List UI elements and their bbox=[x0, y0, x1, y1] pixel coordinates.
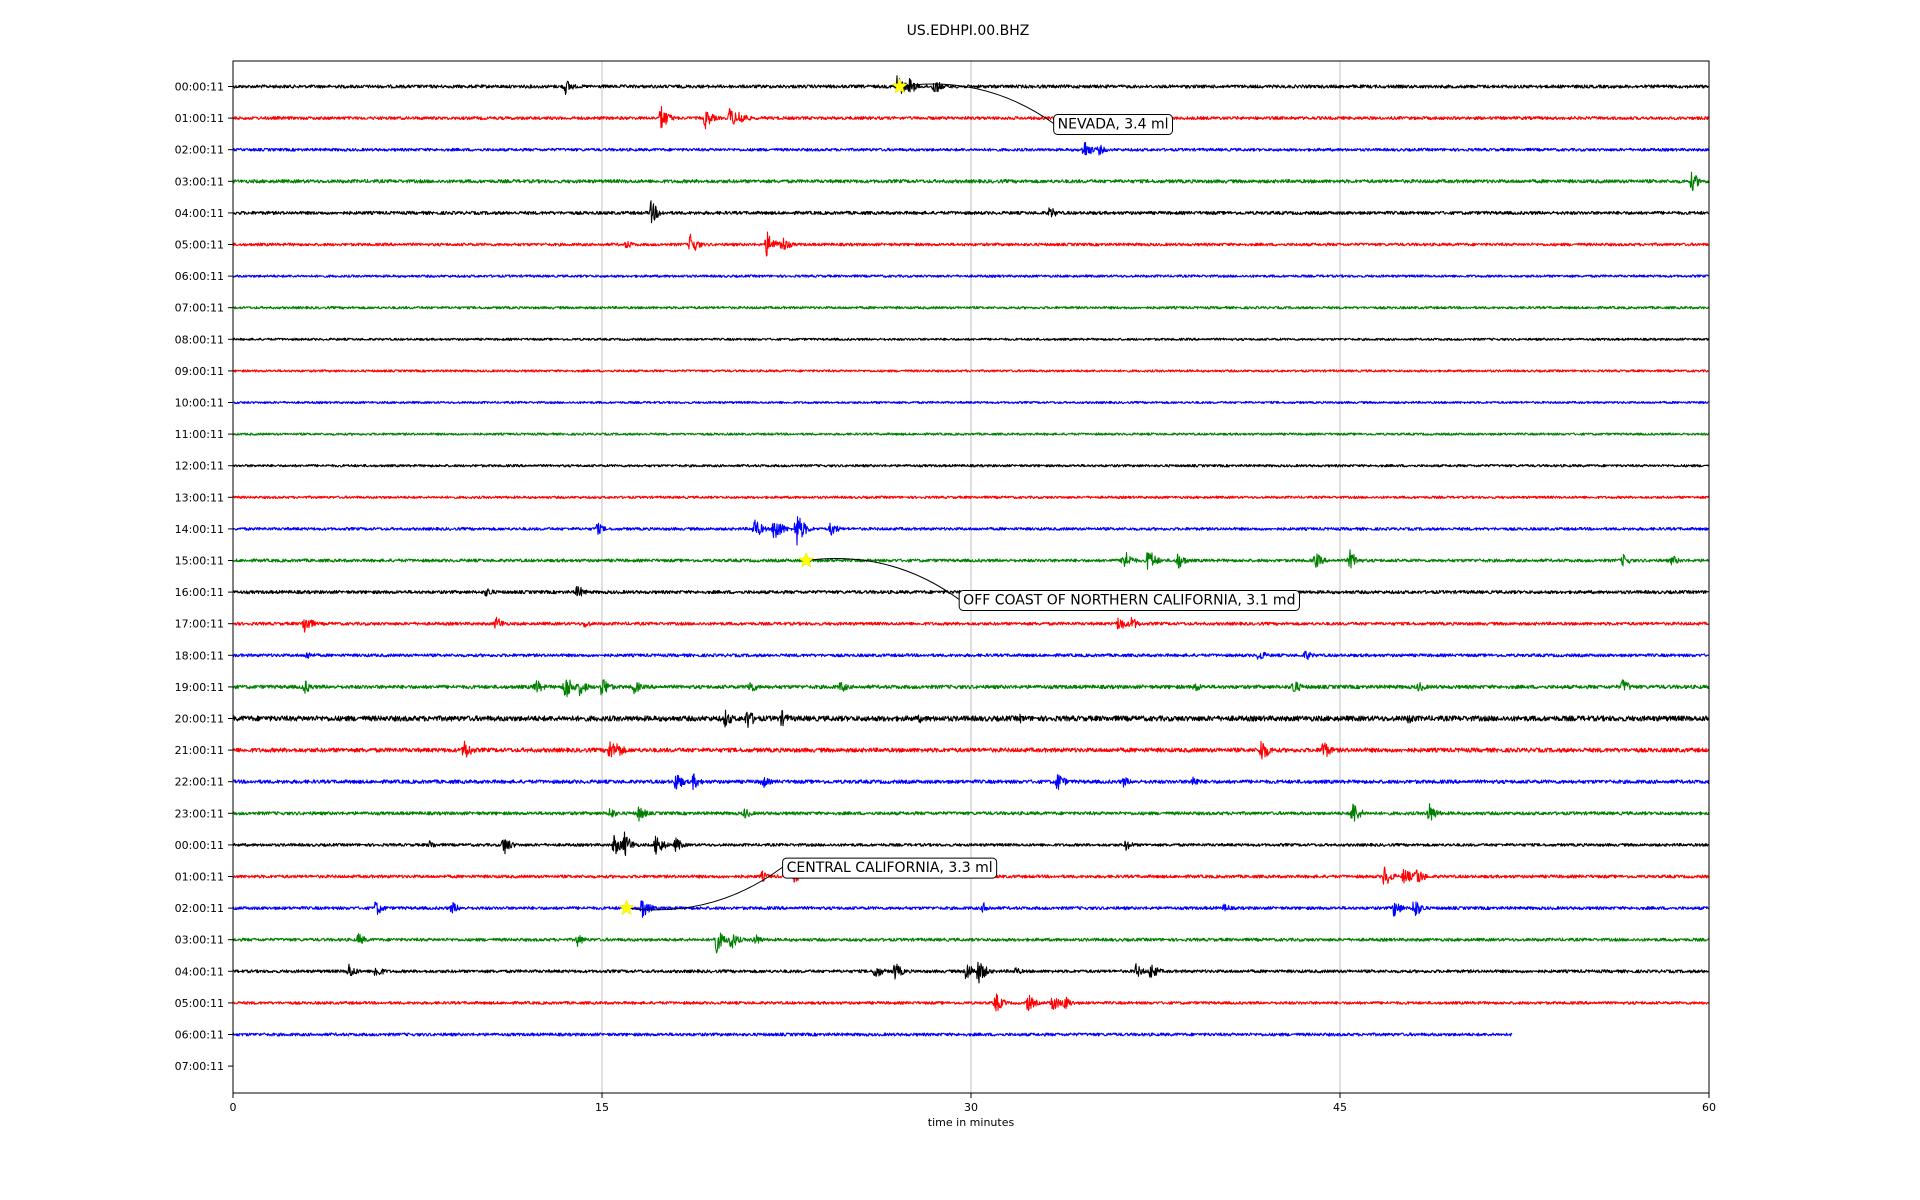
annotation-box bbox=[958, 590, 1300, 611]
trace-line bbox=[232, 400, 1710, 405]
trace-line bbox=[232, 516, 1710, 546]
y-tick-label: 00:00:11 bbox=[175, 839, 224, 852]
y-tick-label: 07:00:11 bbox=[175, 1060, 224, 1073]
y-tick-label: 02:00:11 bbox=[175, 902, 224, 915]
y-tick-label: 15:00:11 bbox=[175, 555, 224, 568]
y-tick-label: 04:00:11 bbox=[175, 965, 224, 978]
y-tick-label: 14:00:11 bbox=[175, 523, 224, 536]
trace-line bbox=[232, 900, 1710, 918]
event-star-icon bbox=[618, 899, 635, 916]
y-tick-label: 09:00:11 bbox=[175, 365, 224, 378]
trace-line bbox=[232, 495, 1710, 500]
trace-line bbox=[232, 141, 1710, 156]
event-star-icon bbox=[797, 551, 815, 568]
x-axis-label: time in minutes bbox=[928, 1116, 1015, 1129]
y-tick-label: 12:00:11 bbox=[175, 460, 224, 473]
trace-line bbox=[232, 740, 1710, 760]
trace-line bbox=[232, 993, 1710, 1012]
x-tick-label: 60 bbox=[1702, 1101, 1716, 1114]
y-tick-label: 18:00:11 bbox=[175, 649, 224, 662]
y-tick-label: 05:00:11 bbox=[175, 239, 224, 252]
y-tick-label: 04:00:11 bbox=[175, 207, 224, 220]
trace-line bbox=[232, 709, 1710, 728]
x-tick-label: 30 bbox=[964, 1101, 978, 1114]
trace-line bbox=[232, 961, 1710, 984]
y-tick-label: 08:00:11 bbox=[175, 333, 224, 346]
trace-line bbox=[232, 231, 1710, 257]
y-tick-label: 10:00:11 bbox=[175, 397, 224, 410]
grid-lines bbox=[601, 61, 1341, 1093]
annotation-label: CENTRAL CALIFORNIA, 3.3 ml bbox=[787, 860, 993, 876]
trace-line bbox=[232, 200, 1710, 224]
y-tick-label: 23:00:11 bbox=[175, 807, 224, 820]
y-tick-label: 06:00:11 bbox=[175, 1029, 224, 1042]
trace-line bbox=[232, 75, 1710, 95]
trace-line bbox=[232, 549, 1710, 570]
y-tick-label: 05:00:11 bbox=[175, 997, 224, 1010]
x-tick-label: 45 bbox=[1333, 1101, 1347, 1114]
y-tick-label: 13:00:11 bbox=[175, 491, 224, 504]
y-tick-label: 16:00:11 bbox=[175, 586, 224, 599]
y-tick-label: 00:00:11 bbox=[175, 81, 224, 94]
trace-line bbox=[232, 1032, 1513, 1037]
y-tick-label: 01:00:11 bbox=[175, 112, 224, 125]
annotation-box bbox=[1053, 114, 1174, 135]
trace-line bbox=[232, 432, 1710, 436]
trace-line bbox=[232, 932, 1710, 954]
y-tick-label: 03:00:11 bbox=[175, 934, 224, 947]
y-tick-label: 21:00:11 bbox=[175, 744, 224, 757]
traces bbox=[232, 75, 1710, 1037]
y-tick-label: 17:00:11 bbox=[175, 618, 224, 631]
annotation-label: NEVADA, 3.4 ml bbox=[1058, 117, 1169, 133]
trace-line bbox=[232, 274, 1710, 278]
trace-line bbox=[232, 679, 1710, 698]
annotation-label: OFF COAST OF NORTHERN CALIFORNIA, 3.1 md bbox=[963, 593, 1295, 609]
trace-line bbox=[232, 803, 1710, 822]
y-tick-label: 20:00:11 bbox=[175, 713, 224, 726]
trace-line bbox=[232, 831, 1710, 857]
y-tick-label: 06:00:11 bbox=[175, 270, 224, 283]
annotation-connector bbox=[626, 866, 783, 911]
trace-line bbox=[232, 463, 1710, 468]
event-star-icon bbox=[891, 77, 908, 94]
y-tick-label: 02:00:11 bbox=[175, 144, 224, 157]
trace-line bbox=[232, 171, 1710, 191]
y-tick-labels: 00:00:11 01:00:11 02:00:11 03:00:11 04:00:11… bbox=[175, 81, 233, 1073]
x-tick-label: 15 bbox=[595, 1101, 609, 1114]
y-tick-label: 01:00:11 bbox=[175, 871, 224, 884]
trace-line bbox=[232, 105, 1710, 130]
y-tick-label: 03:00:11 bbox=[175, 175, 224, 188]
trace-line bbox=[232, 337, 1710, 341]
trace-line bbox=[232, 369, 1710, 373]
y-tick-label: 11:00:11 bbox=[175, 428, 224, 441]
annotation-box bbox=[782, 857, 998, 879]
chart-title: US.EDHPI.00.BHZ bbox=[907, 23, 1030, 39]
annotation-connector bbox=[899, 83, 1054, 124]
y-tick-label: 22:00:11 bbox=[175, 776, 224, 789]
annotation-connector bbox=[806, 558, 960, 600]
y-tick-label: 19:00:11 bbox=[175, 681, 224, 694]
trace-line bbox=[232, 650, 1710, 661]
trace-line bbox=[232, 616, 1710, 633]
event-annotations: NEVADA, 3.4 ml OFF COAST OF NORTHERN CALI… bbox=[618, 77, 1300, 916]
x-tick-labels: 0 15 30 45 60 bbox=[230, 1093, 1716, 1114]
trace-line bbox=[232, 305, 1710, 310]
y-tick-label: 07:00:11 bbox=[175, 302, 224, 315]
x-tick-label: 0 bbox=[230, 1101, 237, 1114]
trace-line bbox=[232, 773, 1710, 791]
